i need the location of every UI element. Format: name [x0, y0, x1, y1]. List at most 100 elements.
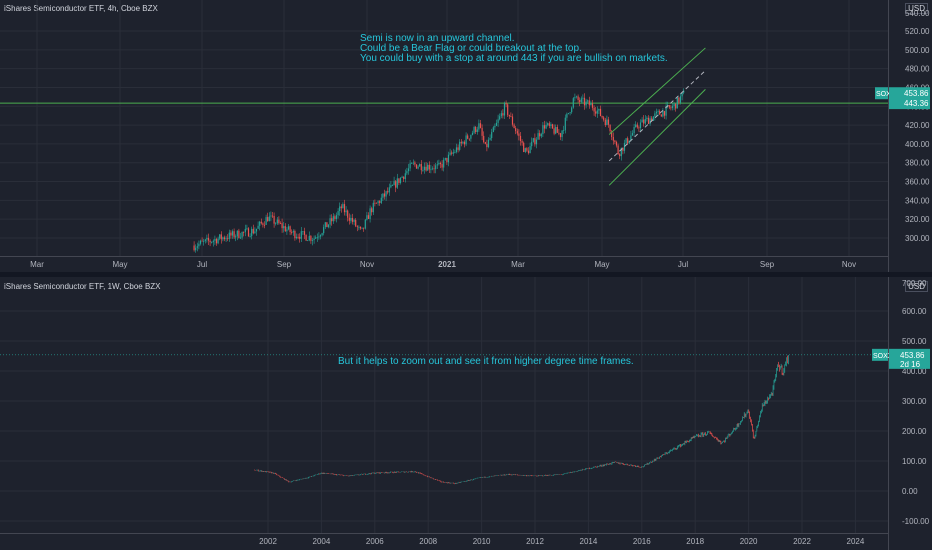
- y-tick-label-top: 700.00: [902, 279, 927, 288]
- candle-body: [567, 112, 570, 114]
- candle-body: [343, 204, 346, 213]
- candle-body: [673, 103, 675, 107]
- candle-body: [558, 132, 560, 134]
- candle-body: [211, 242, 213, 243]
- x-tick-label: 2014: [580, 537, 598, 546]
- candle-body: [603, 117, 605, 120]
- candle-body: [636, 124, 638, 128]
- candle-body: [299, 236, 301, 239]
- y-tick-label: 340.00: [905, 196, 930, 205]
- candle-body: [212, 240, 214, 243]
- candle-body: [251, 228, 253, 237]
- candle-body: [622, 147, 624, 151]
- candle-body: [681, 92, 683, 97]
- candle-body: [633, 127, 635, 134]
- candle-body: [358, 226, 360, 228]
- x-tick-label: 2018: [686, 537, 704, 546]
- candle-body: [497, 119, 499, 123]
- candle-body: [519, 135, 522, 141]
- x-tick-label: 2020: [740, 537, 758, 546]
- currency-label-top[interactable]: USD: [905, 3, 928, 14]
- candle-body: [326, 222, 328, 228]
- candle-body: [478, 123, 480, 130]
- x-tick-label: 2008: [419, 537, 437, 546]
- candle-body: [487, 139, 490, 148]
- candle-body: [399, 177, 402, 183]
- x-tick-label: 2010: [473, 537, 491, 546]
- candle-body: [239, 237, 242, 239]
- candle-body: [590, 103, 592, 106]
- candle-body: [575, 96, 578, 98]
- candle-body: [470, 134, 472, 139]
- y-tick-label: 320.00: [905, 215, 930, 224]
- candle-body: [443, 159, 445, 168]
- candle-body: [388, 187, 390, 193]
- grid-4h: [0, 0, 888, 256]
- annotation-top[interactable]: Semi is now in an upward channel. Could …: [360, 34, 668, 64]
- x-tick-label: Sep: [760, 260, 775, 269]
- candle-body: [563, 130, 565, 131]
- y-tick-label: 300.00: [902, 397, 927, 406]
- candle-body: [619, 154, 621, 157]
- candle-body: [425, 166, 427, 171]
- candle-body: [635, 124, 637, 128]
- candle-body: [382, 193, 384, 198]
- x-tick-label: Mar: [511, 260, 525, 269]
- candle-body: [244, 228, 246, 233]
- candle-body: [387, 191, 389, 193]
- candle-body: [271, 215, 274, 217]
- candle-body: [307, 240, 309, 242]
- x-tick-label: Jul: [197, 260, 207, 269]
- candle-body: [292, 230, 294, 233]
- candle-body: [319, 235, 322, 237]
- x-tick-label: Mar: [30, 260, 44, 269]
- candle-body: [611, 131, 613, 137]
- candle-body: [372, 202, 374, 213]
- candle-body: [223, 237, 226, 240]
- y-tick-label: -100.00: [902, 517, 930, 526]
- candle-body: [678, 97, 680, 103]
- candle-body: [351, 217, 354, 222]
- candle-body: [481, 127, 483, 136]
- candle-body: [247, 228, 250, 237]
- candle-body: [625, 138, 627, 143]
- candle-body: [321, 233, 323, 236]
- candle-body: [287, 226, 290, 230]
- currency-label-bottom[interactable]: USD: [905, 281, 928, 292]
- candle-body: [203, 241, 205, 242]
- pane-divider[interactable]: [0, 272, 932, 277]
- candle-body: [582, 97, 584, 99]
- candle-body: [462, 141, 464, 144]
- candle-body: [423, 166, 426, 170]
- candle-body: [502, 113, 504, 116]
- candle-body: [460, 141, 462, 144]
- candlestick-chart-1w[interactable]: -100.00 0.00 100.00 200.00 300.00 400.00 500.0…: [0, 277, 932, 550]
- chart-pane-4h[interactable]: iShares Semiconductor ETF, 4h, Cboe BZX …: [0, 0, 932, 272]
- channel-middle-line: [608, 70, 706, 162]
- candle-body: [494, 125, 496, 128]
- chart-pane-1w[interactable]: iShares Semiconductor ETF, 1W, Cboe BZX …: [0, 277, 932, 550]
- candle-body: [609, 124, 611, 132]
- candle-body: [396, 178, 398, 188]
- candle-body: [545, 124, 547, 129]
- candles-4h: [193, 88, 685, 253]
- candle-body: [444, 157, 446, 160]
- candle-body: [503, 103, 506, 116]
- candle-body: [452, 152, 454, 154]
- x-tick-label: Sep: [277, 260, 292, 269]
- x-tick-label: May: [112, 260, 127, 269]
- candle-body: [374, 202, 376, 204]
- candle-body: [492, 127, 494, 133]
- candle-body: [630, 135, 632, 141]
- candle-body: [279, 223, 282, 224]
- candlestick-chart-4h[interactable]: 300.00 320.00 340.00 360.00 380.00 400.00 420.…: [0, 0, 932, 272]
- candle-body: [315, 237, 317, 239]
- candle-body: [588, 100, 590, 106]
- x-tick-label: Jul: [678, 260, 688, 269]
- annotation-bottom[interactable]: But it helps to zoom out and see it from…: [338, 356, 634, 367]
- candle-body: [665, 105, 667, 116]
- candle-body: [335, 215, 338, 219]
- candle-body: [539, 133, 541, 137]
- candle-body: [263, 224, 266, 226]
- y-tick-label: 300.00: [905, 234, 930, 243]
